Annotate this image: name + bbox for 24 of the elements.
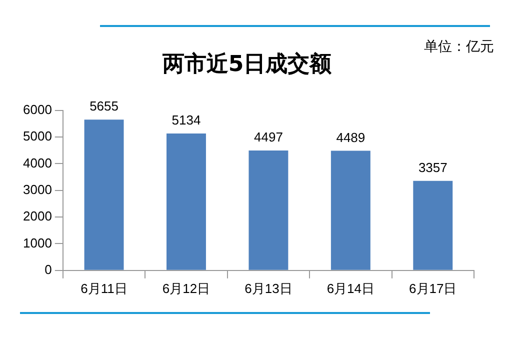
bar	[248, 150, 288, 270]
bar	[166, 133, 206, 270]
y-tick-label: 3000	[23, 182, 52, 197]
x-tick-label: 6月13日	[244, 280, 292, 296]
y-tick-label: 6000	[23, 102, 52, 117]
data-label: 4497	[254, 130, 283, 145]
data-label: 3357	[418, 160, 448, 175]
x-tick-label: 6月11日	[80, 280, 128, 296]
y-tick-label: 4000	[23, 155, 52, 170]
x-tick-label: 6月17日	[409, 280, 457, 296]
bar	[330, 150, 370, 270]
data-label: 5655	[90, 98, 118, 114]
y-tick-label: 0	[44, 262, 52, 277]
bar	[413, 180, 453, 270]
bar	[84, 120, 124, 270]
y-tick-label: 1000	[23, 235, 52, 250]
data-label: 5134	[172, 112, 201, 128]
chart-title: 两市近5日成交额	[161, 50, 333, 77]
y-tick-label: 5000	[23, 128, 52, 144]
text: 单位：亿元	[424, 38, 494, 56]
x-tick-label: 6月14日	[326, 280, 375, 296]
x-tick-label: 6月12日	[162, 280, 210, 296]
data-label: 4489	[336, 130, 366, 145]
y-tick-label: 2000	[23, 208, 52, 224]
